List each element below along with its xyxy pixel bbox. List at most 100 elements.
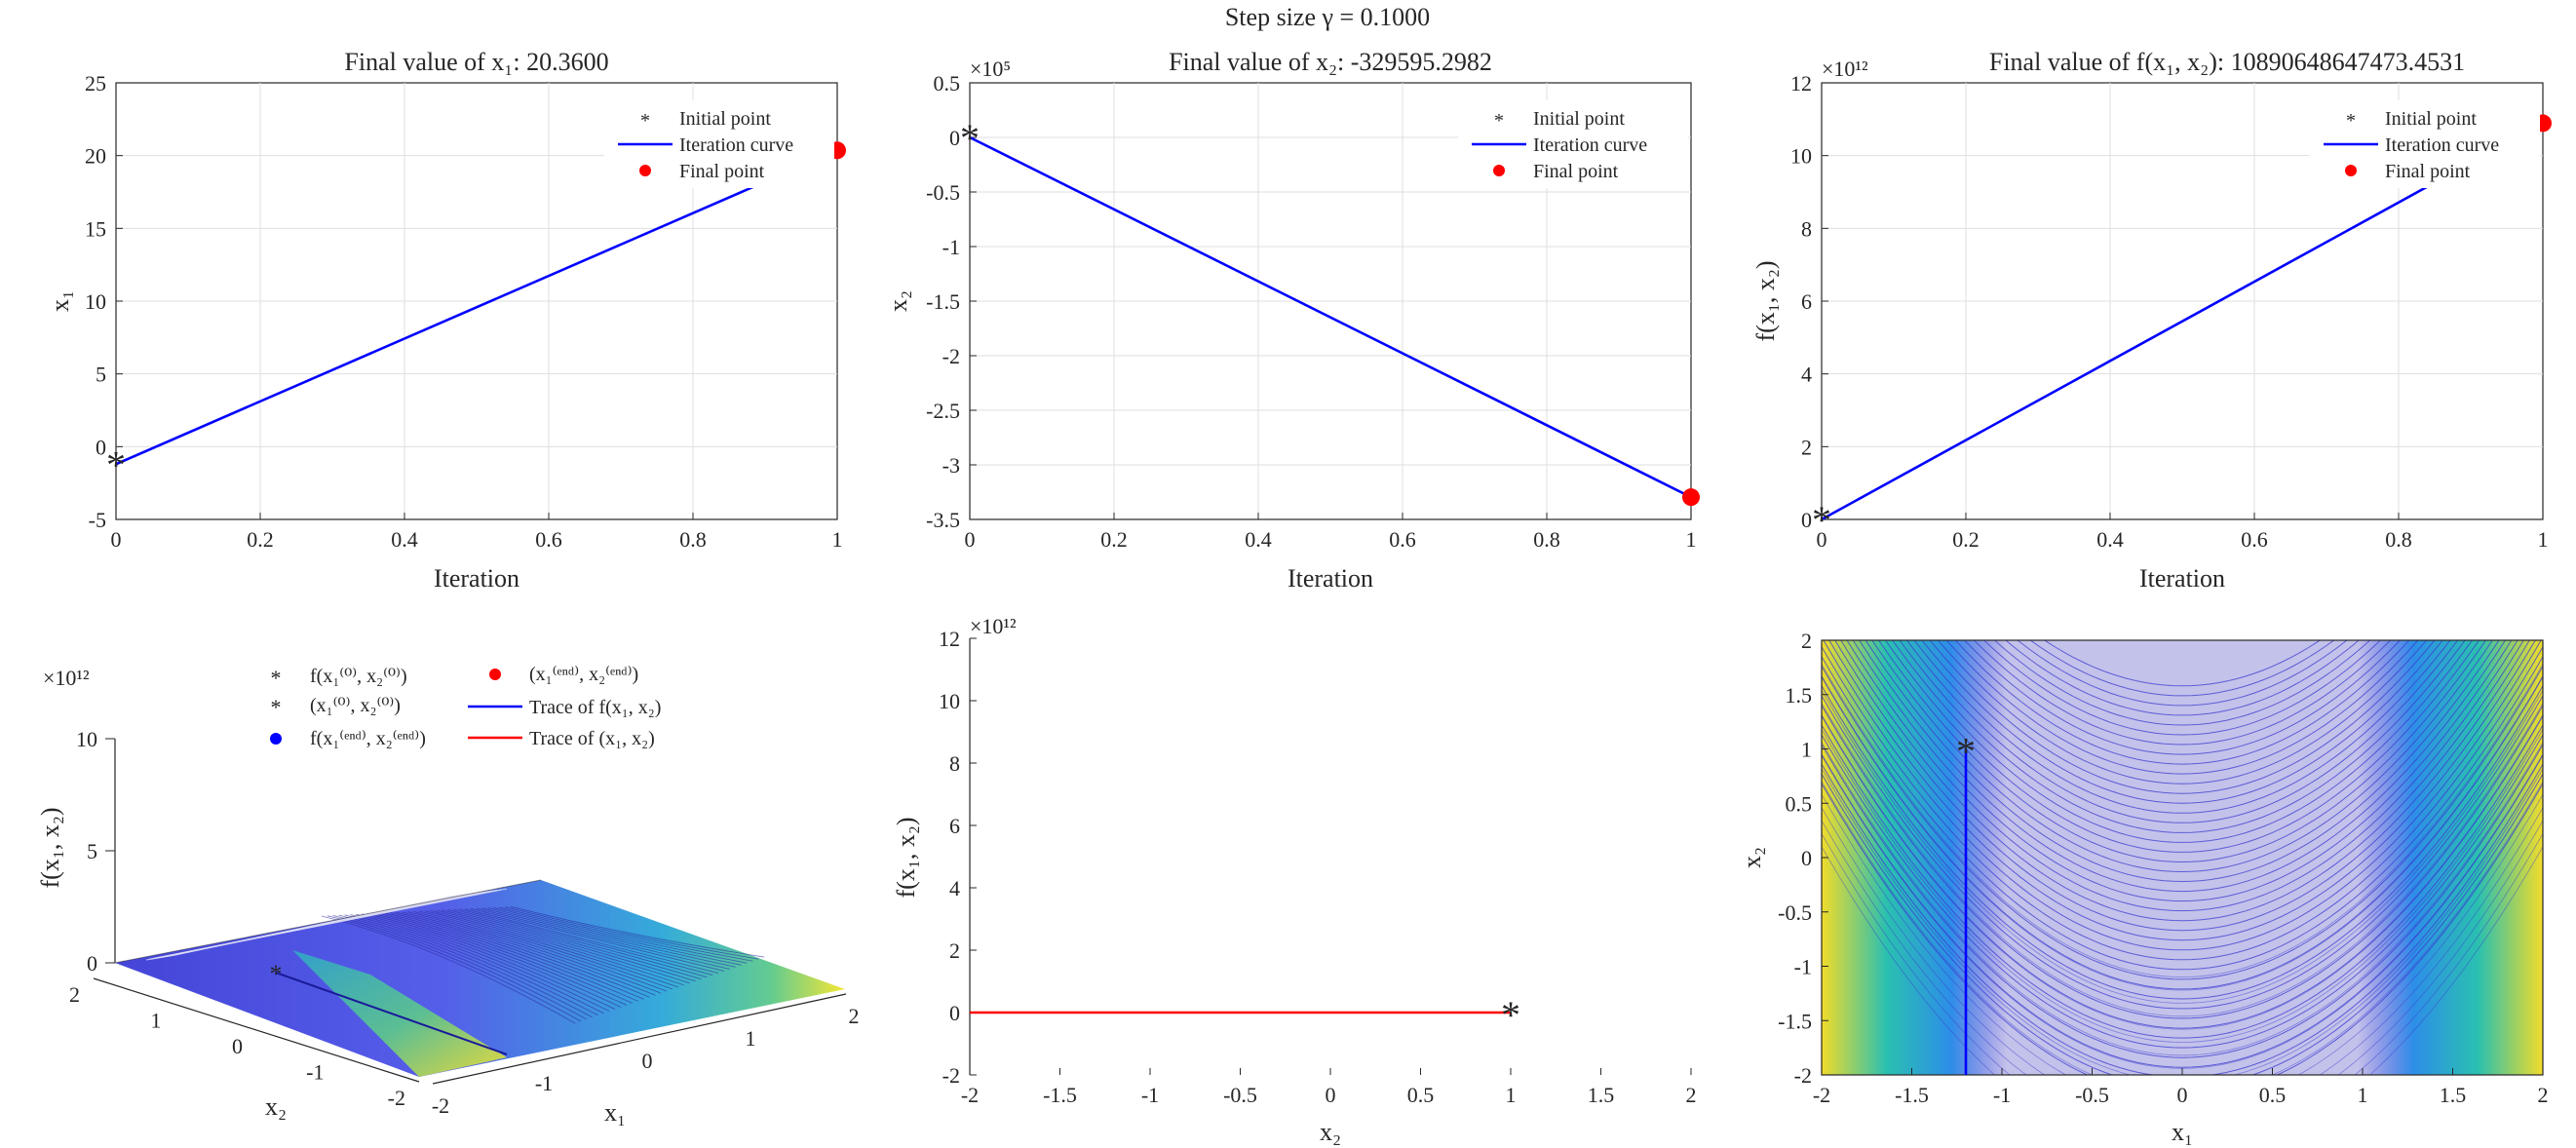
panel-title: Final value of x₂: -329595.2982 xyxy=(1169,48,1492,76)
legend: * Initial point Iteration curve Final po… xyxy=(2310,100,2540,188)
y-tick-label: 8 xyxy=(1801,216,1812,241)
x-axis-label: Iteration xyxy=(2139,564,2225,593)
y-tick-label: 8 xyxy=(949,751,960,776)
y-tick-label: -2 xyxy=(942,344,960,368)
y-tick-label: -2 xyxy=(942,1063,960,1088)
y-tick-label: 5 xyxy=(96,363,106,387)
x-tick-label: 1 xyxy=(2358,1083,2368,1107)
x-tick-label: 1.5 xyxy=(1588,1083,1615,1107)
svg-text:*: * xyxy=(271,666,282,690)
legend-trace-xy: Trace of (x₁, x₂) xyxy=(529,728,655,749)
legend-xy-final: (x₁⁽ᵉⁿᵈ⁾, x₂⁽ᵉⁿᵈ⁾) xyxy=(529,664,638,685)
svg-text:*: * xyxy=(640,110,650,132)
y-axis-label: x₂ xyxy=(1738,847,1766,868)
x-axis-label: x₁ xyxy=(2172,1118,2193,1146)
y-tick-label: 0 xyxy=(96,435,106,459)
x-tick-label: 0 xyxy=(1326,1083,1336,1107)
axis-multiplier: ×10¹² xyxy=(1822,57,1868,81)
z-tick-label: 0 xyxy=(87,951,97,976)
y-tick-label: -1.5 xyxy=(926,289,960,314)
initial-point-marker: * xyxy=(960,116,980,160)
y-tick-label: 10 xyxy=(1790,144,1812,169)
y-tick-label: 1 xyxy=(1801,738,1812,762)
y-tick-label: 0.5 xyxy=(934,71,961,96)
legend-trace-f: Trace of f(x₁, x₂) xyxy=(529,697,661,718)
initial-point-marker: * xyxy=(106,442,126,486)
x-tick-label: 0.2 xyxy=(1952,527,1980,552)
x-tick-label: 0 xyxy=(1817,527,1827,552)
y-tick-label: 10 xyxy=(85,289,106,314)
y-tick-label: 2 xyxy=(949,938,960,963)
legend-final-label: Final point xyxy=(1533,161,1619,182)
legend-initial-label: Initial point xyxy=(2385,108,2477,130)
y-tick-label: 2 xyxy=(1801,435,1812,459)
x-tick-label: 1 xyxy=(746,1026,756,1051)
initial-point-marker: * xyxy=(1501,993,1520,1037)
x-tick-label: 0.2 xyxy=(247,527,274,552)
legend-xy-initial: (x₁⁽⁰⁾, x₂⁽⁰⁾) xyxy=(310,695,401,716)
x-tick-label: 0.8 xyxy=(1533,527,1560,552)
y-tick-label: 15 xyxy=(85,216,106,241)
legend: * Initial point Iteration curve Final po… xyxy=(1458,100,1688,188)
panel-side-view: -2 -1.5 -1 -0.5 0 0.5 1 1.5 2 -2 0 2 4 6 8 10 12 * ×10¹²… xyxy=(892,614,1697,1146)
x-tick-label: 1 xyxy=(2538,527,2549,552)
y-tick-label: -1 xyxy=(306,1060,324,1085)
x-tick-label: 0.6 xyxy=(535,527,562,552)
iteration-curve xyxy=(1821,122,2544,521)
iteration-curve xyxy=(969,135,1692,499)
iteration-curve xyxy=(115,149,838,466)
legend-initial-label: Initial point xyxy=(679,108,771,130)
axis-multiplier: ×10¹² xyxy=(970,614,1017,638)
x-axis-label: Iteration xyxy=(434,564,519,593)
panel-title: Final value of f(x₁, x₂): 10890648647473… xyxy=(1989,48,2465,76)
y-tick-label: -1 xyxy=(1794,955,1812,979)
panel-contour: -2 -1.5 -1 -0.5 0 0.5 1 1.5 2 -2 -1.5 -1 -0.5 0 0.5 1 1.… xyxy=(1738,629,2549,1146)
y-tick-label: -2 xyxy=(388,1086,405,1110)
x-tick-label: -1.5 xyxy=(1895,1083,1929,1107)
svg-text:*: * xyxy=(2346,110,2356,132)
axis-multiplier: ×10¹² xyxy=(43,666,90,690)
z-axis-label: f(x₁, x₂) xyxy=(36,807,64,888)
y-tick-label: 0 xyxy=(1801,508,1812,532)
y-tick-label: -0.5 xyxy=(1778,900,1812,925)
final-point-marker xyxy=(1682,488,1700,507)
legend-f-final: f(x₁⁽ᵉⁿᵈ⁾, x₂⁽ᵉⁿᵈ⁾) xyxy=(310,728,426,749)
legend: * f(x₁⁽⁰⁾, x₂⁽⁰⁾) * (x₁⁽⁰⁾, x₂⁽⁰⁾) f(x₁⁽… xyxy=(270,664,661,749)
y-tick-label: 10 xyxy=(939,689,960,713)
x-tick-label: 2 xyxy=(1686,1083,1697,1107)
y-tick-label: -0.5 xyxy=(926,180,960,205)
svg-text:*: * xyxy=(1494,110,1504,132)
x-tick-label: -1.5 xyxy=(1043,1083,1077,1107)
legend-initial-label: Initial point xyxy=(1533,108,1625,130)
y-tick-label: 12 xyxy=(1790,71,1812,96)
y-axis-label: x₂ xyxy=(265,1092,287,1121)
x-tick-label: 0.4 xyxy=(391,527,418,552)
y-tick-label: 25 xyxy=(85,71,106,96)
x-tick-label: -1 xyxy=(535,1071,553,1095)
y-tick-label: 0 xyxy=(949,1001,960,1025)
svg-text:*: * xyxy=(960,116,980,160)
legend-curve-label: Iteration curve xyxy=(2385,134,2499,156)
x-tick-label: -1 xyxy=(1993,1083,2011,1107)
x-tick-label: 0.6 xyxy=(1389,527,1416,552)
y-tick-label: 2 xyxy=(69,982,80,1007)
x-tick-label: 0.2 xyxy=(1100,527,1128,552)
y-tick-label: -2.5 xyxy=(926,399,960,423)
svg-text:*: * xyxy=(271,695,282,719)
panel-title: Final value of x₁: 20.3600 xyxy=(344,48,608,76)
x-tick-label: 1 xyxy=(832,527,843,552)
initial-point-marker: * xyxy=(1812,498,1831,542)
y-tick-label: 0.5 xyxy=(1786,791,1813,816)
y-tick-label: 4 xyxy=(949,876,960,900)
x-tick-label: 0.4 xyxy=(1245,527,1272,552)
x-tick-label: 1.5 xyxy=(2440,1083,2467,1107)
initial-point-marker: * xyxy=(1956,730,1976,774)
x-tick-label: 0.8 xyxy=(2385,527,2412,552)
y-tick-label: -5 xyxy=(89,508,106,532)
z-tick-label: 5 xyxy=(87,839,97,863)
y-tick-label: 0 xyxy=(1801,846,1812,870)
y-axis-label: x₁ xyxy=(46,290,74,312)
z-tick-label: 10 xyxy=(76,727,97,751)
